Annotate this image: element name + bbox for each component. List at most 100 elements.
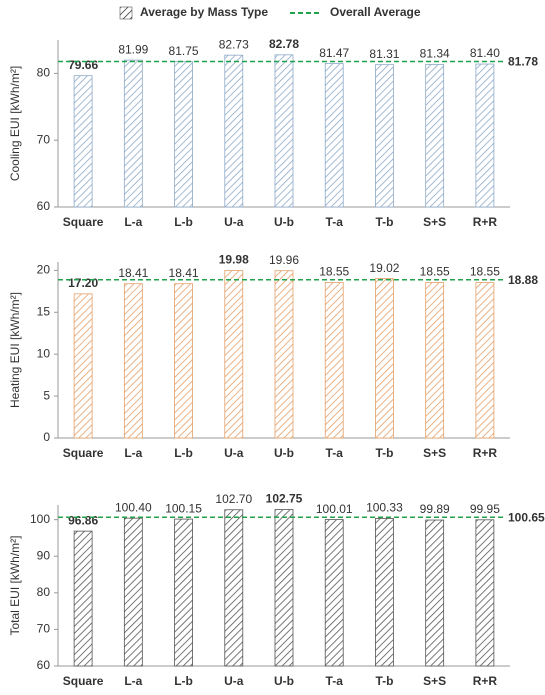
legend-swatch [119,6,133,20]
x-tick-label: Square [63,446,104,460]
x-tick-label: L-b [174,215,193,229]
average-label: 81.78 [508,55,538,69]
value-label: 18.41 [169,266,199,280]
bar [224,54,244,208]
x-tick-label: Square [63,215,104,229]
value-label: 19.98 [219,253,249,267]
y-tick-label: 80 [37,66,51,80]
x-tick-label: U-b [274,215,294,229]
y-axis-title: Heating EUI [kWh/m²] [8,292,22,408]
x-tick-label: U-a [224,215,244,229]
y-tick-label: 20 [37,263,51,277]
x-tick-label: R+R [473,446,498,460]
x-tick-label: S+S [423,674,446,688]
value-label: 18.55 [319,265,349,279]
bar [475,63,495,208]
value-label: 102.75 [266,492,303,506]
x-tick-label: L-a [124,446,142,460]
x-tick-label: T-b [375,446,393,460]
x-tick-label: U-b [274,446,294,460]
bar [425,282,445,439]
y-tick-label: 0 [43,430,50,444]
bar [425,519,445,667]
x-tick-label: U-b [274,674,294,688]
x-tick-label: L-a [124,215,142,229]
legend-label: Average by Mass Type [140,5,268,19]
y-tick-label: 70 [37,622,51,636]
y-tick-label: 15 [37,304,51,318]
value-label: 19.02 [369,261,399,275]
value-label: 81.75 [169,44,199,58]
x-tick-label: U-a [224,446,244,460]
bar [174,61,193,208]
bar [475,519,495,667]
x-tick-label: L-b [174,446,193,460]
x-tick-label: R+R [473,215,498,229]
average-label: 18.88 [508,273,538,287]
value-label: 99.95 [470,502,500,516]
bar [324,63,344,208]
bar [174,518,193,667]
y-tick-label: 60 [37,658,51,672]
x-tick-label: T-a [326,215,344,229]
value-label: 81.40 [470,46,500,60]
bar [123,517,143,667]
y-axis-title: Cooling EUI [kWh/m²] [8,66,22,181]
bar [375,278,394,439]
x-tick-label: T-a [326,446,344,460]
x-tick-label: L-b [174,674,193,688]
value-label: 79.66 [68,58,98,72]
y-tick-label: 90 [37,548,51,562]
x-tick-label: T-b [375,215,393,229]
value-label: 100.33 [366,501,403,515]
value-label: 81.31 [369,47,399,61]
value-label: 82.78 [269,37,299,51]
y-tick-label: 10 [37,346,51,360]
bar [174,283,193,439]
y-tick-label: 100 [30,512,50,526]
value-label: 18.55 [420,265,450,279]
x-tick-label: S+S [423,446,446,460]
bar [224,509,244,667]
value-label: 81.47 [319,46,349,60]
value-label: 18.55 [470,265,500,279]
bar [73,530,93,667]
average-label: 100.65 [508,510,545,524]
value-label: 100.40 [115,500,152,514]
bar [375,518,394,667]
bar [324,519,344,667]
x-tick-label: Square [63,674,104,688]
x-tick-label: U-a [224,674,244,688]
bar [274,54,294,208]
bar [224,270,244,439]
value-label: 81.99 [118,42,148,56]
y-tick-label: 70 [37,132,51,146]
bar [123,283,143,439]
value-label: 19.96 [269,253,299,267]
value-label: 18.41 [118,266,148,280]
x-tick-label: S+S [423,215,446,229]
value-label: 100.15 [165,501,202,515]
x-tick-label: L-a [124,674,142,688]
bar [475,282,495,439]
value-label: 100.01 [316,502,353,516]
bar [375,64,394,208]
x-tick-label: R+R [473,674,498,688]
bar [425,64,445,208]
legend: Average by Mass Type Overall Average [119,5,421,20]
value-label: 96.86 [68,513,98,527]
y-tick-label: 5 [43,388,50,402]
y-tick-label: 60 [37,199,51,213]
bar [73,293,93,439]
value-label: 99.89 [420,502,450,516]
value-label: 17.20 [68,276,98,290]
bar [123,59,143,208]
y-tick-label: 80 [37,585,51,599]
value-label: 102.70 [215,492,252,506]
bar [274,270,294,439]
y-axis-title: Total EUI [kWh/m²] [8,535,22,635]
bar [73,75,93,208]
legend-label: Overall Average [330,5,421,19]
x-tick-label: T-b [375,674,393,688]
